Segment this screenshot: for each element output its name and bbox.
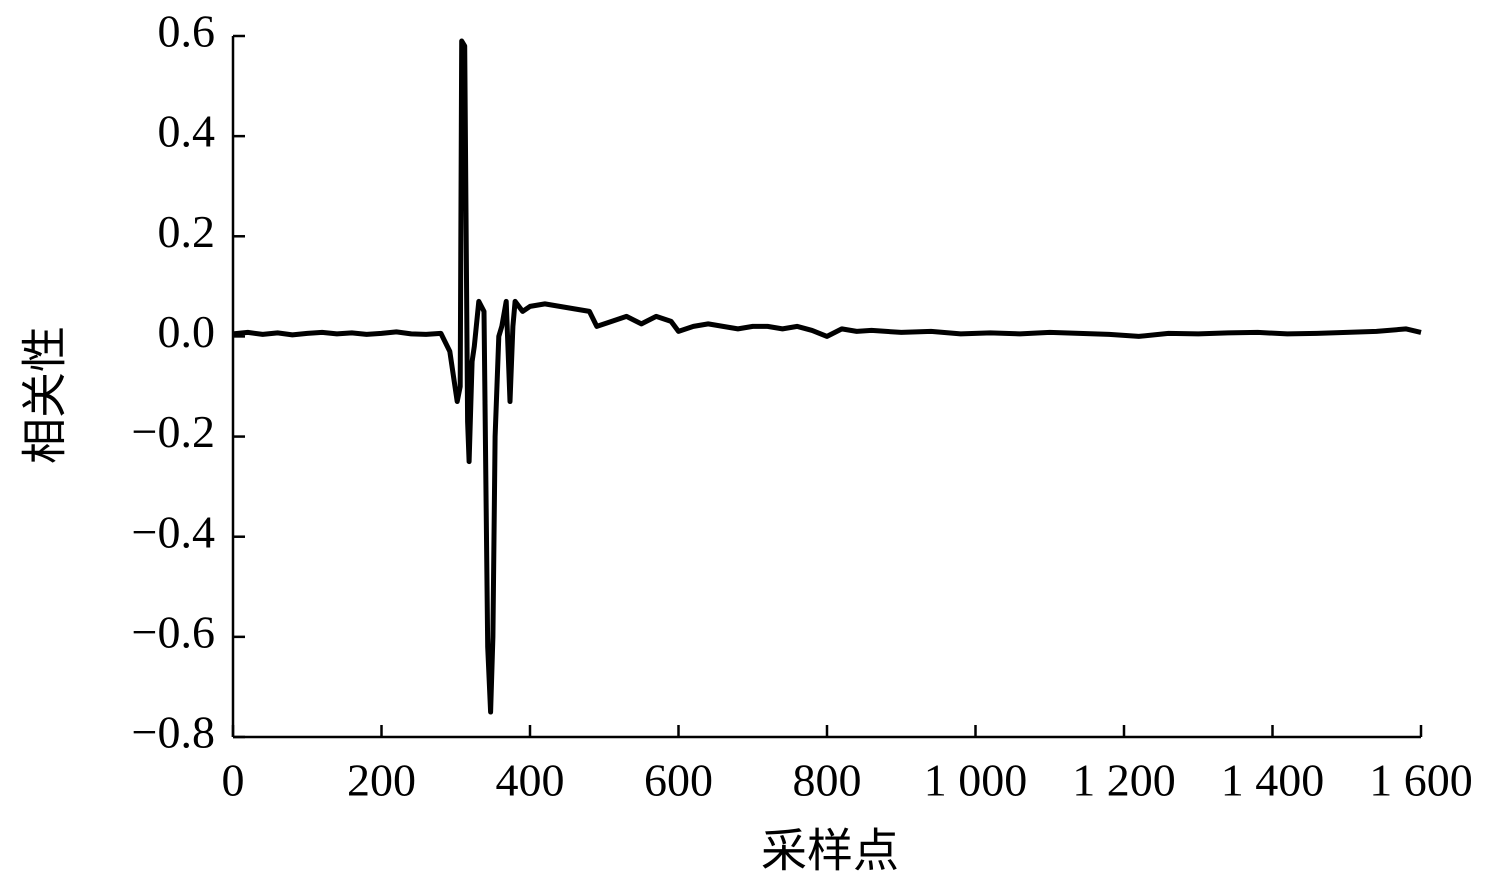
x-axis-title: 采样点 (761, 826, 899, 877)
x-tick-label: 0 (222, 755, 245, 806)
y-tick-label: 0.2 (158, 206, 216, 257)
y-axis-title: 相关性 (20, 326, 71, 464)
x-tick-label: 800 (793, 755, 862, 806)
y-tick-label: −0.4 (132, 506, 215, 557)
x-tick-label: 200 (347, 755, 416, 806)
x-tick-label: 400 (496, 755, 565, 806)
y-tick-label: −0.6 (132, 606, 215, 657)
x-tick-label: 1 200 (1072, 755, 1176, 806)
x-tick-label: 600 (644, 755, 713, 806)
y-tick-label: −0.8 (132, 707, 215, 758)
data-line (232, 38, 1422, 715)
x-tick-label: 1 600 (1369, 755, 1473, 806)
y-tick-label: 0.4 (158, 106, 216, 157)
y-tick-label: −0.2 (132, 406, 215, 457)
x-tick-label: 1 000 (924, 755, 1028, 806)
y-tick-label: 0.6 (158, 6, 216, 57)
y-tick-label: 0.0 (158, 306, 216, 357)
x-tick-label: 1 400 (1221, 755, 1325, 806)
